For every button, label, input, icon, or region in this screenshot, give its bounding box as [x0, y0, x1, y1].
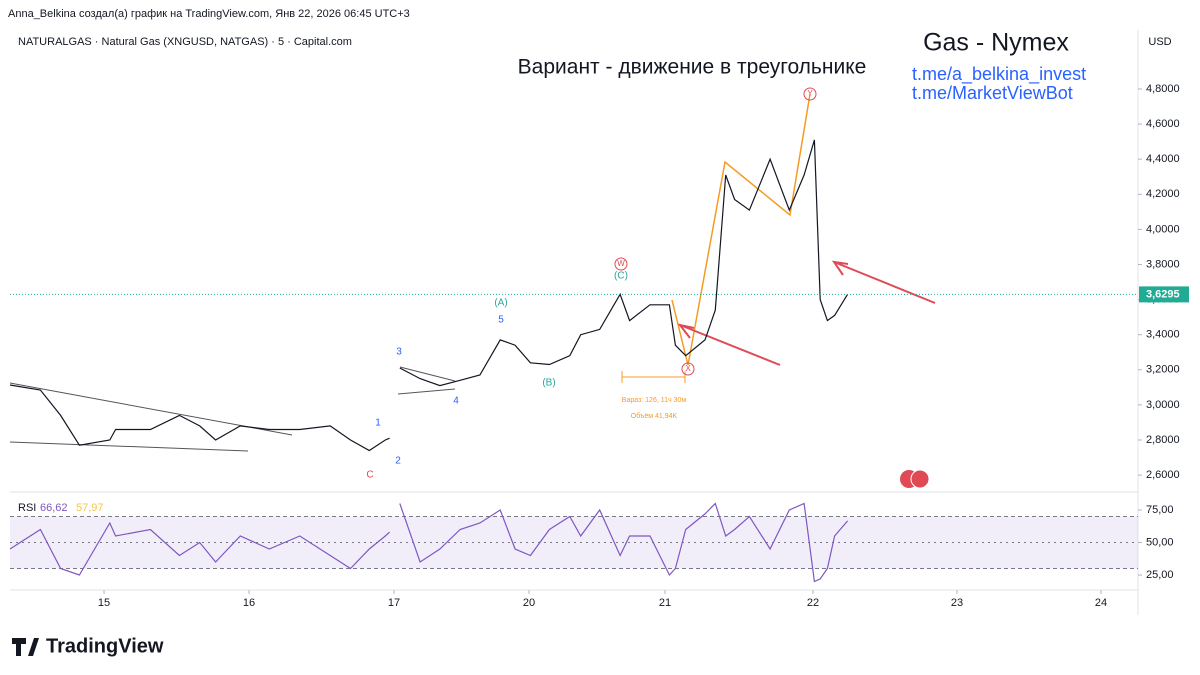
y-tick-label: 3,2000: [1146, 364, 1180, 376]
x-tick-label: 23: [951, 597, 963, 609]
rsi-ma-value: 57,97: [76, 502, 104, 514]
y-tick-label: 50,00: [1146, 536, 1174, 548]
wave-label: (A): [494, 298, 507, 309]
y-tick-label: 4,2000: [1146, 188, 1180, 200]
wave-label: 4: [453, 396, 459, 407]
y-tick-label: 3,0000: [1146, 399, 1180, 411]
y-tick-label: 25,00: [1146, 569, 1174, 581]
wave-circle: [803, 87, 817, 101]
x-tick-label: 17: [388, 597, 400, 609]
wave-circle: [614, 257, 628, 271]
series-line: [9, 139, 849, 452]
trendline: [399, 366, 456, 382]
y-tick-label: 4,8000: [1146, 83, 1180, 95]
wave-label: C: [366, 470, 373, 481]
wave-label: W: [617, 259, 625, 268]
x-tick-label: 16: [243, 597, 255, 609]
symbol[interactable]: NATURALGAS · Natural Gas (XNGUSD, NATGAS…: [18, 36, 352, 48]
drawings: [9, 93, 936, 452]
wave-label: (B): [542, 378, 555, 389]
y-tick-label: 4,4000: [1146, 153, 1180, 165]
y-tick-label: 4,6000: [1146, 118, 1180, 130]
wave-label: Объём 41,94K: [631, 412, 678, 420]
x-tick-label: 15: [98, 597, 110, 609]
y-tick-label: 3,8000: [1146, 258, 1180, 270]
arrowhead: [831, 260, 849, 276]
arrow: [833, 261, 936, 304]
wave-label: X: [685, 364, 691, 373]
wave-label: 3: [396, 347, 402, 358]
currency[interactable]: USD: [1148, 36, 1171, 48]
wave-label: Y: [807, 89, 813, 98]
rsi-label: RSI: [18, 502, 36, 514]
link[interactable]: t.me/a_belkina_invest: [912, 64, 1086, 85]
flag-icon: [900, 469, 930, 489]
link[interactable]: t.me/MarketViewBot: [912, 83, 1073, 103]
wave-label: Вараз: 126, 11ч 30м: [622, 397, 687, 404]
y-tick-label: 2,6000: [1146, 469, 1180, 481]
wave-label: 2: [395, 456, 401, 467]
chart-title: Вариант - движение в треугольнике: [518, 56, 867, 79]
y-tick-label: 4,0000: [1146, 223, 1180, 235]
arrow: [679, 324, 781, 366]
brand: Gas - Nymex: [923, 29, 1069, 57]
x-tick-label: 22: [807, 597, 819, 609]
wave-label: (C): [614, 271, 628, 282]
x-tick-label: 20: [523, 597, 535, 609]
y-tick-label: 75,00: [1146, 504, 1174, 516]
wave-circle: [681, 362, 695, 376]
y-tick-label: 2,8000: [1146, 434, 1180, 446]
arrowhead: [677, 323, 695, 339]
credit: Anna_Belkina создал(а) график на Trading…: [8, 8, 410, 20]
x-tick-label: 21: [659, 597, 671, 609]
trendline: [9, 441, 249, 452]
y-tick-label: 3,4000: [1146, 329, 1180, 341]
wave-path: [671, 93, 811, 366]
logo: [12, 638, 39, 656]
x-tick-label: 24: [1095, 597, 1107, 609]
logo-text: TradingView: [46, 635, 164, 657]
rsi-value: 66,62: [40, 502, 68, 514]
last-price-label: 3,6295: [1146, 288, 1180, 300]
trendline: [397, 388, 456, 395]
wave-label: 5: [498, 315, 504, 326]
wave-label: 1: [375, 418, 381, 429]
last-price-box: [1139, 286, 1189, 303]
series-line: [9, 502, 849, 583]
